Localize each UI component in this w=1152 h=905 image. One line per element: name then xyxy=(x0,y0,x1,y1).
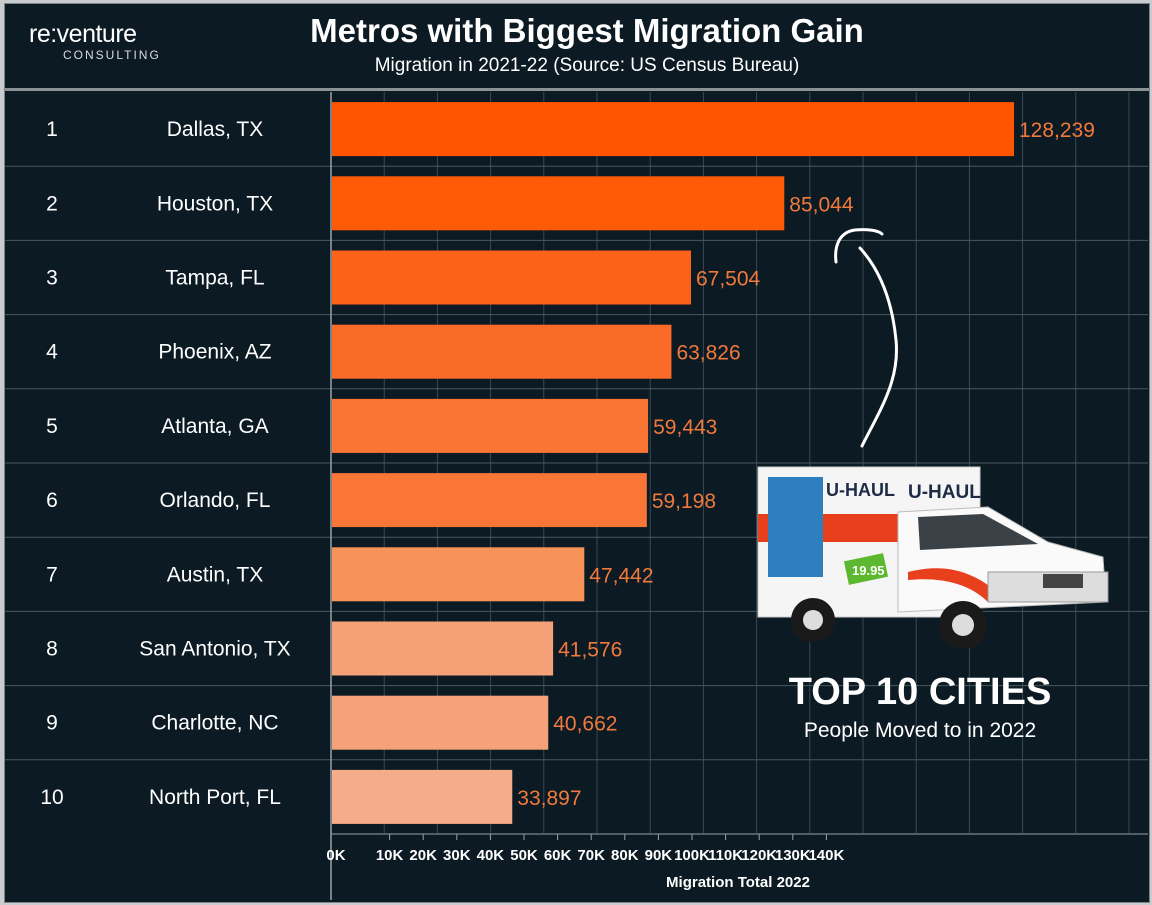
x-tick-label: 60K xyxy=(544,847,572,864)
logo-subtext: CONSULTING xyxy=(63,48,161,62)
bar-value-label: 59,198 xyxy=(652,490,716,513)
bar xyxy=(332,102,1014,157)
bar-value-label: 47,442 xyxy=(589,564,653,587)
rows: 1 Dallas, TX 128,239 2 Houston, TX 85,044 3 Tam… xyxy=(40,102,1095,824)
x-tick-label: 10K xyxy=(376,847,404,864)
truck-brand-front: U-HAUL xyxy=(908,482,981,503)
truck-brand-side: U-HAUL xyxy=(826,480,895,500)
x-tick-label: 120K xyxy=(741,847,777,864)
x-tick-label: 130K xyxy=(775,847,811,864)
bar xyxy=(332,621,554,676)
x-tick-label: 80K xyxy=(611,847,639,864)
gridlines xyxy=(5,92,1148,900)
x-tick-label: 110K xyxy=(708,847,743,864)
x-tick-label: 20K xyxy=(409,847,437,864)
logo-text: re:venture xyxy=(29,20,137,48)
rank-label: 9 xyxy=(46,712,58,735)
rank-label: 7 xyxy=(46,563,58,586)
rank-label: 1 xyxy=(46,118,58,141)
x-tick-label: 50K xyxy=(510,847,538,864)
bar xyxy=(332,324,672,379)
bar-value-label: 128,239 xyxy=(1019,119,1095,142)
rank-label: 10 xyxy=(40,786,63,809)
bar xyxy=(332,176,785,231)
rank-label: 3 xyxy=(46,267,58,290)
annotation-subline: People Moved to in 2022 xyxy=(804,719,1036,742)
rank-label: 6 xyxy=(46,489,58,512)
x-tick-label: 100K xyxy=(674,847,710,864)
rank-label: 2 xyxy=(46,192,58,215)
bar-value-label: 41,576 xyxy=(558,639,622,662)
bar xyxy=(332,695,549,750)
chart-title: Metros with Biggest Migration Gain xyxy=(310,12,864,49)
x-tick-label: 0K xyxy=(326,847,345,864)
bar-value-label: 63,826 xyxy=(676,342,740,365)
uhaul-truck-image: U-HAUL U-HAUL 19.95 xyxy=(757,466,1109,649)
city-label: North Port, FL xyxy=(149,786,281,809)
bar-value-label: 59,443 xyxy=(653,416,717,439)
city-label: Orlando, FL xyxy=(160,489,271,512)
bar xyxy=(332,250,691,305)
bar xyxy=(332,473,647,528)
city-label: Houston, TX xyxy=(157,192,273,215)
bar-value-label: 85,044 xyxy=(789,193,854,216)
bar xyxy=(332,547,585,602)
bar-value-label: 67,504 xyxy=(696,268,761,291)
city-label: Charlotte, NC xyxy=(151,712,278,735)
rank-label: 5 xyxy=(46,415,58,438)
city-label: Atlanta, GA xyxy=(161,415,268,438)
annotation-headline: TOP 10 CITIES xyxy=(789,671,1052,713)
city-label: Phoenix, AZ xyxy=(158,341,271,364)
x-tick-label: 40K xyxy=(477,847,505,864)
chart-header: re:venture CONSULTING Metros with Bigges… xyxy=(5,4,1149,91)
x-tick-label: 140K xyxy=(808,847,844,864)
x-axis-label: Migration Total 2022 xyxy=(666,874,810,891)
city-label: San Antonio, TX xyxy=(139,638,290,661)
city-label: Tampa, FL xyxy=(165,267,264,290)
x-tick-label: 90K xyxy=(645,847,673,864)
x-tick-label: 70K xyxy=(577,847,605,864)
bar-value-label: 33,897 xyxy=(517,787,581,810)
truck-price-tag: 19.95 xyxy=(852,563,885,578)
rank-label: 8 xyxy=(46,638,58,661)
hand-drawn-arrow xyxy=(834,228,899,448)
x-tick-label: 30K xyxy=(443,847,471,864)
rank-label: 4 xyxy=(46,341,58,364)
bar-value-label: 40,662 xyxy=(553,713,617,736)
chart-subtitle: Migration in 2021-22 (Source: US Census … xyxy=(374,55,800,76)
bar xyxy=(332,398,649,453)
x-axis: 0K 10K 20K 30K 40K 50K 60K 70K 80K 90K 100K110K120… xyxy=(326,833,1148,891)
city-label: Austin, TX xyxy=(167,563,264,586)
bar xyxy=(332,769,513,824)
city-label: Dallas, TX xyxy=(167,118,263,141)
